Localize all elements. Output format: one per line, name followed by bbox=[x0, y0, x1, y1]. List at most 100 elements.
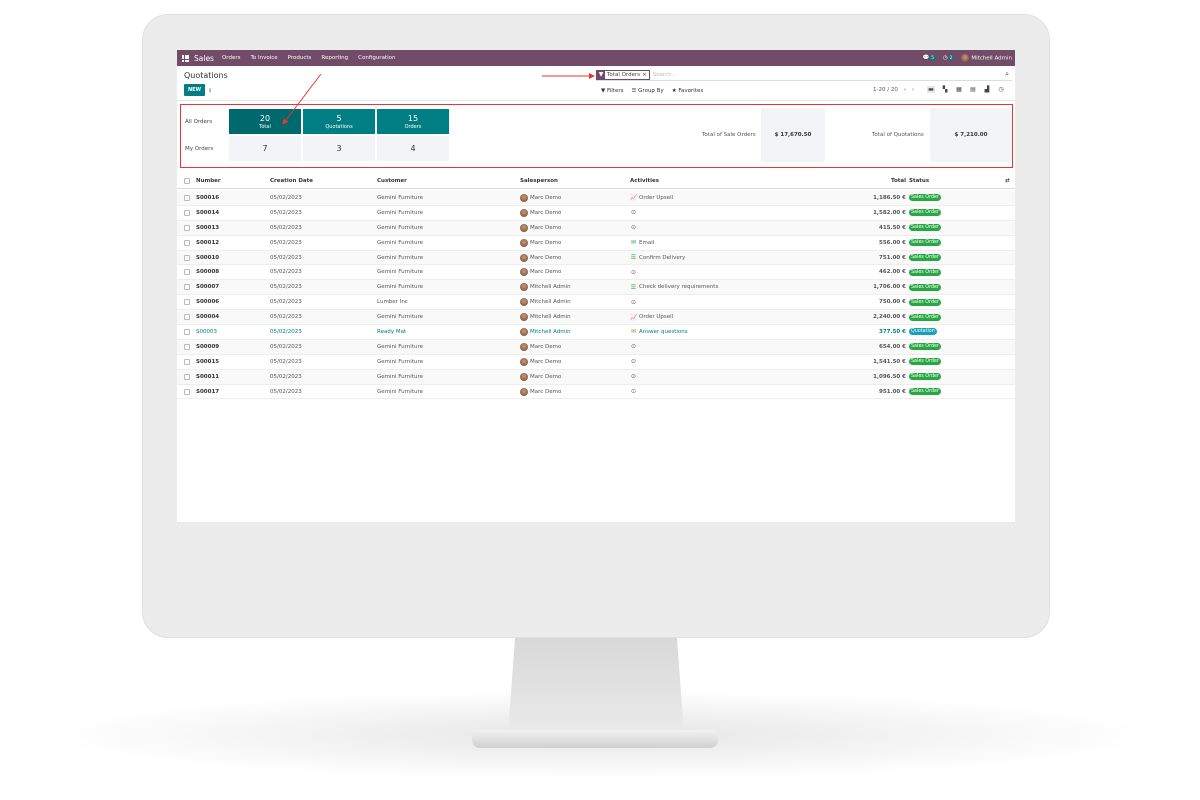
row-checkbox[interactable] bbox=[184, 388, 190, 395]
table-row[interactable]: S00013 05/02/2023 Gemini Furniture Marc … bbox=[177, 220, 1015, 236]
kanban-view-icon[interactable]: ▚ bbox=[942, 86, 948, 93]
graph-view-icon[interactable]: ▟ bbox=[984, 86, 990, 93]
remove-facet-icon[interactable]: × bbox=[642, 71, 647, 78]
group-by-button[interactable]: ☰ Group By bbox=[631, 88, 664, 94]
sales-dashboard: All Orders My Orders 20 Total 5 Quotations… bbox=[180, 104, 1013, 168]
menu-products[interactable]: Products bbox=[287, 55, 312, 61]
header-activities[interactable]: Activities bbox=[630, 178, 660, 184]
row-checkbox[interactable] bbox=[184, 224, 190, 231]
row-checkbox[interactable] bbox=[184, 254, 190, 261]
activity-view-icon[interactable]: ◷ bbox=[998, 86, 1004, 93]
row-checkbox[interactable] bbox=[184, 314, 190, 321]
table-row[interactable]: S00017 05/02/2023 Gemini Furniture Marc … bbox=[177, 385, 1015, 400]
activity[interactable]: ✉ Answer questions bbox=[630, 325, 688, 339]
table-row[interactable]: S00016 05/02/2023 Gemini Furniture Marc … bbox=[177, 191, 1015, 206]
search-input[interactable]: Search... bbox=[652, 71, 677, 78]
tile-orders[interactable]: 15 Orders bbox=[377, 109, 449, 134]
select-all-checkbox[interactable] bbox=[184, 178, 190, 184]
row-checkbox[interactable] bbox=[184, 299, 190, 306]
header-creation-date[interactable]: Creation Date bbox=[270, 178, 313, 184]
new-button[interactable]: NEW bbox=[184, 84, 205, 96]
status-badge: Sales Order bbox=[909, 239, 941, 247]
table-row[interactable]: S00009 05/02/2023 Gemini Furniture Marc … bbox=[177, 339, 1015, 355]
activity[interactable]: ⊙ bbox=[630, 206, 639, 220]
status-cell: Sales Order bbox=[909, 206, 941, 220]
user-menu[interactable]: Mitchell Admin bbox=[961, 54, 1012, 62]
list-view-icon[interactable]: ▬ bbox=[927, 86, 935, 93]
activity[interactable]: 📈 Order Upsell bbox=[630, 310, 673, 324]
header-status[interactable]: Status bbox=[909, 178, 930, 184]
row-checkbox[interactable] bbox=[184, 343, 190, 350]
tile-my-quotations[interactable]: 3 bbox=[303, 136, 375, 161]
tile-my-orders[interactable]: 4 bbox=[377, 136, 449, 161]
header-customer[interactable]: Customer bbox=[377, 178, 407, 184]
activity[interactable]: 📈 Order Upsell bbox=[630, 191, 673, 205]
header-total[interactable]: Total bbox=[890, 178, 906, 184]
search-bar[interactable]: ▼ Total Orders × Search... ⌕ bbox=[596, 69, 1012, 81]
filters-button[interactable]: ▼ Filters bbox=[601, 88, 624, 94]
previous-page-icon[interactable]: ‹ bbox=[903, 87, 907, 93]
favorites-button[interactable]: ★ Favorites bbox=[671, 88, 704, 94]
download-icon[interactable]: ⭳ bbox=[209, 87, 212, 94]
app-name[interactable]: Sales bbox=[194, 53, 214, 63]
status-badge: Sales Order bbox=[909, 343, 941, 351]
menu-to-invoice[interactable]: To Invoice bbox=[250, 55, 278, 61]
messages-button[interactable]: 💬 5 bbox=[923, 55, 935, 61]
row-checkbox[interactable] bbox=[184, 194, 190, 201]
tile-my-total[interactable]: 7 bbox=[229, 136, 301, 161]
table-row[interactable]: S00003 05/02/2023 Ready Mat Mitchell Adm… bbox=[177, 325, 1015, 340]
creation-date: 05/02/2023 bbox=[270, 284, 302, 291]
row-checkbox[interactable] bbox=[184, 358, 190, 365]
activities-button[interactable]: ◷ 2 bbox=[943, 55, 954, 61]
table-row[interactable]: S00007 05/02/2023 Gemini Furniture Mitch… bbox=[177, 280, 1015, 296]
menu-reporting[interactable]: Reporting bbox=[321, 55, 349, 61]
activity[interactable]: ✉ Email bbox=[630, 236, 654, 250]
activity[interactable]: ⊙ bbox=[630, 370, 639, 384]
row-checkbox[interactable] bbox=[184, 328, 190, 335]
activity[interactable]: ⊙ bbox=[630, 340, 639, 354]
row-checkbox[interactable] bbox=[184, 269, 190, 276]
pager-value[interactable]: 1-20 / 20 bbox=[873, 87, 898, 93]
total: 1,582.00 € bbox=[873, 209, 906, 216]
row-checkbox[interactable] bbox=[184, 373, 190, 380]
avatar bbox=[520, 298, 528, 307]
activity[interactable]: ⊙ bbox=[630, 385, 639, 399]
salesperson-name: Marc Demo bbox=[530, 343, 562, 350]
table-row[interactable]: S00004 05/02/2023 Gemini Furniture Mitch… bbox=[177, 310, 1015, 326]
activity[interactable]: ☰ Confirm Delivery bbox=[630, 251, 685, 265]
row-checkbox[interactable] bbox=[184, 209, 190, 216]
tile-quotations[interactable]: 5 Quotations bbox=[303, 109, 375, 134]
header-number[interactable]: Number bbox=[196, 178, 221, 184]
menu-configuration[interactable]: Configuration bbox=[358, 55, 396, 61]
total: 556.00 € bbox=[879, 239, 906, 246]
activity[interactable]: ⊙ bbox=[630, 295, 639, 309]
calendar-view-icon[interactable]: ▦ bbox=[956, 86, 962, 93]
activity[interactable]: ⊙ bbox=[630, 221, 639, 235]
table-row[interactable]: S00012 05/02/2023 Gemini Furniture Marc … bbox=[177, 236, 1015, 251]
order-number: S00017 bbox=[196, 388, 220, 395]
table-row[interactable]: S00011 05/02/2023 Gemini Furniture Marc … bbox=[177, 369, 1015, 385]
table-row[interactable]: S00010 05/02/2023 Gemini Furniture Marc … bbox=[177, 250, 1015, 266]
header-salesperson[interactable]: Salesperson bbox=[520, 178, 558, 184]
menu-orders[interactable]: Orders bbox=[221, 55, 241, 61]
status-cell: Sales Order bbox=[909, 385, 941, 399]
table-row[interactable]: S00014 05/02/2023 Gemini Furniture Marc … bbox=[177, 206, 1015, 221]
tile-total[interactable]: 20 Total bbox=[229, 109, 301, 134]
activity[interactable]: ⊙ bbox=[630, 265, 639, 279]
pivot-view-icon[interactable]: ▤ bbox=[970, 86, 976, 93]
table-row[interactable]: S00015 05/02/2023 Gemini Furniture Marc … bbox=[177, 355, 1015, 370]
next-page-icon[interactable]: › bbox=[912, 87, 915, 93]
avatar bbox=[520, 342, 528, 351]
table-row[interactable]: S00008 05/02/2023 Gemini Furniture Marc … bbox=[177, 265, 1015, 281]
table-row[interactable]: S00006 05/02/2023 Lumber Inc Mitchell Ad… bbox=[177, 295, 1015, 311]
salesperson-name: Mitchell Admin bbox=[530, 314, 571, 321]
search-facet[interactable]: ▼ Total Orders × bbox=[596, 69, 650, 80]
row-checkbox[interactable] bbox=[184, 284, 190, 291]
activity[interactable]: ⊙ bbox=[630, 355, 639, 369]
optional-columns-icon[interactable]: ⇄ bbox=[1005, 178, 1010, 184]
app-menu-icon[interactable] bbox=[182, 54, 189, 62]
activity[interactable]: ☰ Check delivery requirements bbox=[630, 280, 719, 294]
customer: Gemini Furniture bbox=[377, 373, 423, 380]
row-checkbox[interactable] bbox=[184, 239, 190, 246]
search-icon[interactable]: ⌕ bbox=[1005, 70, 1009, 78]
